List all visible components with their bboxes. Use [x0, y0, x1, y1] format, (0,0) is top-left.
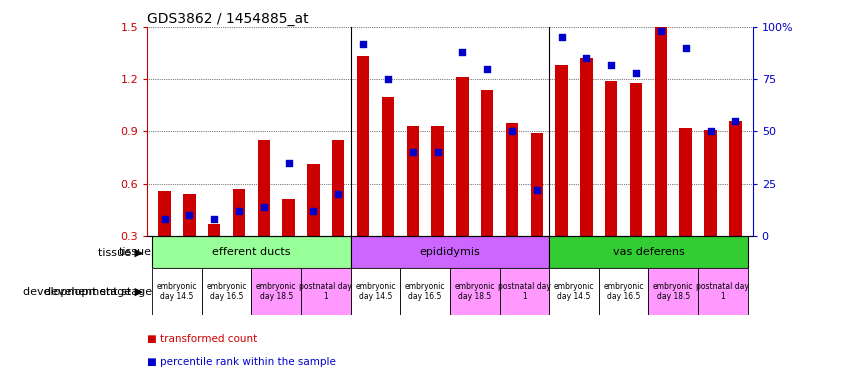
Point [555, 34, 569, 40]
Bar [599, 268, 648, 315]
Bar [648, 268, 698, 315]
Text: embryonic
day 16.5: embryonic day 16.5 [405, 282, 446, 301]
Text: embryonic
day 14.5: embryonic day 14.5 [355, 282, 396, 301]
Text: tissue: tissue [119, 247, 152, 257]
Text: efferent ducts: efferent ducts [212, 247, 291, 257]
Point [232, 208, 246, 214]
Point [704, 128, 717, 134]
Point [456, 49, 469, 55]
Point [480, 66, 494, 72]
Bar [202, 268, 251, 315]
Bar [233, 189, 246, 236]
Text: tissue ▶: tissue ▶ [98, 247, 143, 257]
Bar [481, 89, 494, 236]
Bar [549, 268, 599, 315]
Text: embryonic
day 18.5: embryonic day 18.5 [454, 282, 495, 301]
Point [605, 61, 618, 68]
Bar [307, 164, 320, 236]
Bar [549, 236, 748, 268]
Bar [301, 268, 351, 315]
Point [654, 28, 668, 34]
Bar [729, 121, 742, 236]
Bar [257, 140, 270, 236]
Point [431, 149, 444, 156]
Point [530, 187, 543, 193]
Bar [704, 130, 717, 236]
Point [381, 76, 394, 82]
Text: GDS3862 / 1454885_at: GDS3862 / 1454885_at [147, 12, 309, 26]
Bar [630, 83, 643, 236]
Point [505, 128, 519, 134]
Point [331, 191, 345, 197]
Bar [431, 126, 444, 236]
Bar [351, 236, 549, 268]
Bar [505, 122, 518, 236]
Point [629, 70, 643, 76]
Text: vas deferens: vas deferens [612, 247, 685, 257]
Text: embryonic
day 16.5: embryonic day 16.5 [206, 282, 247, 301]
Bar [654, 27, 667, 236]
Bar [450, 268, 500, 315]
Bar [208, 224, 220, 236]
Bar [698, 268, 748, 315]
Text: postnatal day
1: postnatal day 1 [498, 282, 551, 301]
Bar [351, 268, 400, 315]
Point [182, 212, 196, 218]
Point [158, 216, 172, 222]
Bar [605, 81, 617, 236]
Text: embryonic
day 18.5: embryonic day 18.5 [653, 282, 694, 301]
Text: ■ transformed count: ■ transformed count [147, 334, 257, 344]
Point [728, 118, 742, 124]
Bar [531, 133, 543, 236]
Text: ■ percentile rank within the sample: ■ percentile rank within the sample [147, 357, 336, 367]
Text: postnatal day
1: postnatal day 1 [696, 282, 749, 301]
Bar [357, 56, 369, 236]
Point [208, 216, 221, 222]
Text: epididymis: epididymis [420, 247, 480, 257]
Bar [555, 65, 568, 236]
Point [357, 41, 370, 47]
Bar [152, 268, 202, 315]
Point [282, 160, 295, 166]
Bar [580, 58, 593, 236]
Bar [680, 128, 692, 236]
Bar [456, 78, 468, 236]
Point [307, 208, 320, 214]
Bar [183, 194, 196, 236]
Point [257, 204, 271, 210]
Text: embryonic
day 16.5: embryonic day 16.5 [603, 282, 644, 301]
Bar [283, 199, 295, 236]
Bar [500, 268, 549, 315]
Text: postnatal day
1: postnatal day 1 [299, 282, 352, 301]
Point [579, 55, 593, 61]
Bar [251, 268, 301, 315]
Text: development stage: development stage [44, 286, 152, 297]
Bar [332, 140, 345, 236]
Bar [406, 126, 419, 236]
Bar [382, 96, 394, 236]
Bar [152, 236, 351, 268]
Text: development stage ▶: development stage ▶ [23, 286, 143, 297]
Point [679, 45, 692, 51]
Text: embryonic
day 14.5: embryonic day 14.5 [553, 282, 595, 301]
Bar [158, 190, 171, 236]
Text: embryonic
day 18.5: embryonic day 18.5 [256, 282, 297, 301]
Bar [400, 268, 450, 315]
Point [406, 149, 420, 156]
Text: embryonic
day 14.5: embryonic day 14.5 [156, 282, 197, 301]
